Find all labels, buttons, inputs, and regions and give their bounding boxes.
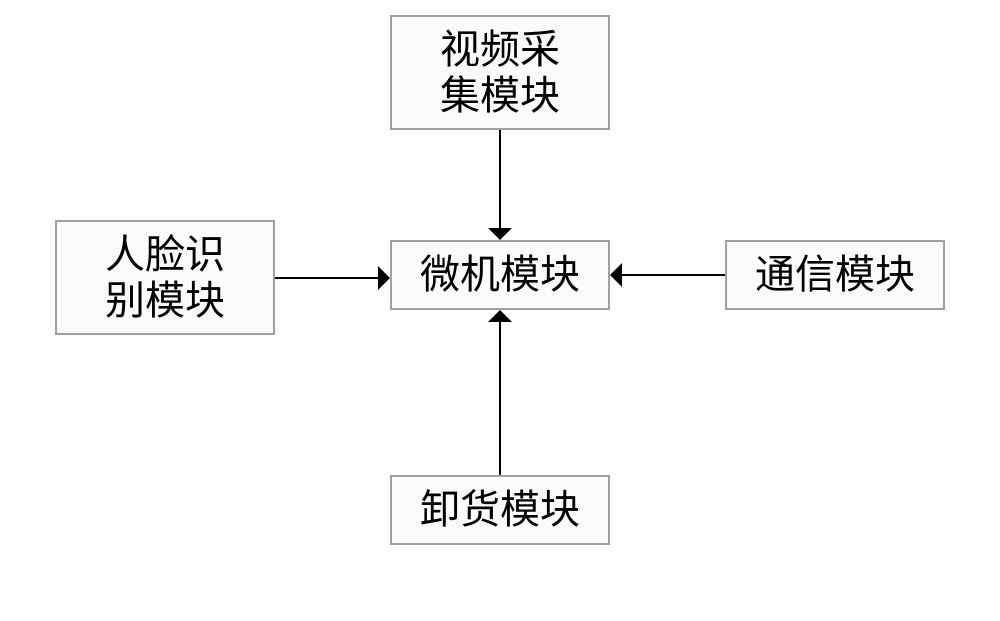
node-microcomputer: 微机模块 xyxy=(390,240,610,310)
edge-line xyxy=(275,277,378,279)
edge-line xyxy=(622,274,725,276)
arrow-head-icon xyxy=(378,266,390,290)
arrow-head-icon xyxy=(610,263,622,287)
arrow-head-icon xyxy=(488,228,512,240)
node-video-capture: 视频采 集模块 xyxy=(390,15,610,130)
node-unloading: 卸货模块 xyxy=(390,475,610,545)
diagram-canvas: 视频采 集模块 人脸识 别模块 微机模块 通信模块 卸货模块 xyxy=(0,0,1000,621)
edge-line xyxy=(499,322,501,475)
node-face-recognition: 人脸识 别模块 xyxy=(55,220,275,335)
arrow-head-icon xyxy=(488,310,512,322)
node-label: 微机模块 xyxy=(420,252,580,298)
node-label: 通信模块 xyxy=(755,252,915,298)
node-label: 卸货模块 xyxy=(420,487,580,533)
node-communication: 通信模块 xyxy=(725,240,945,310)
node-label: 视频采 集模块 xyxy=(440,27,560,119)
node-label: 人脸识 别模块 xyxy=(105,232,225,324)
edge-line xyxy=(499,130,501,228)
